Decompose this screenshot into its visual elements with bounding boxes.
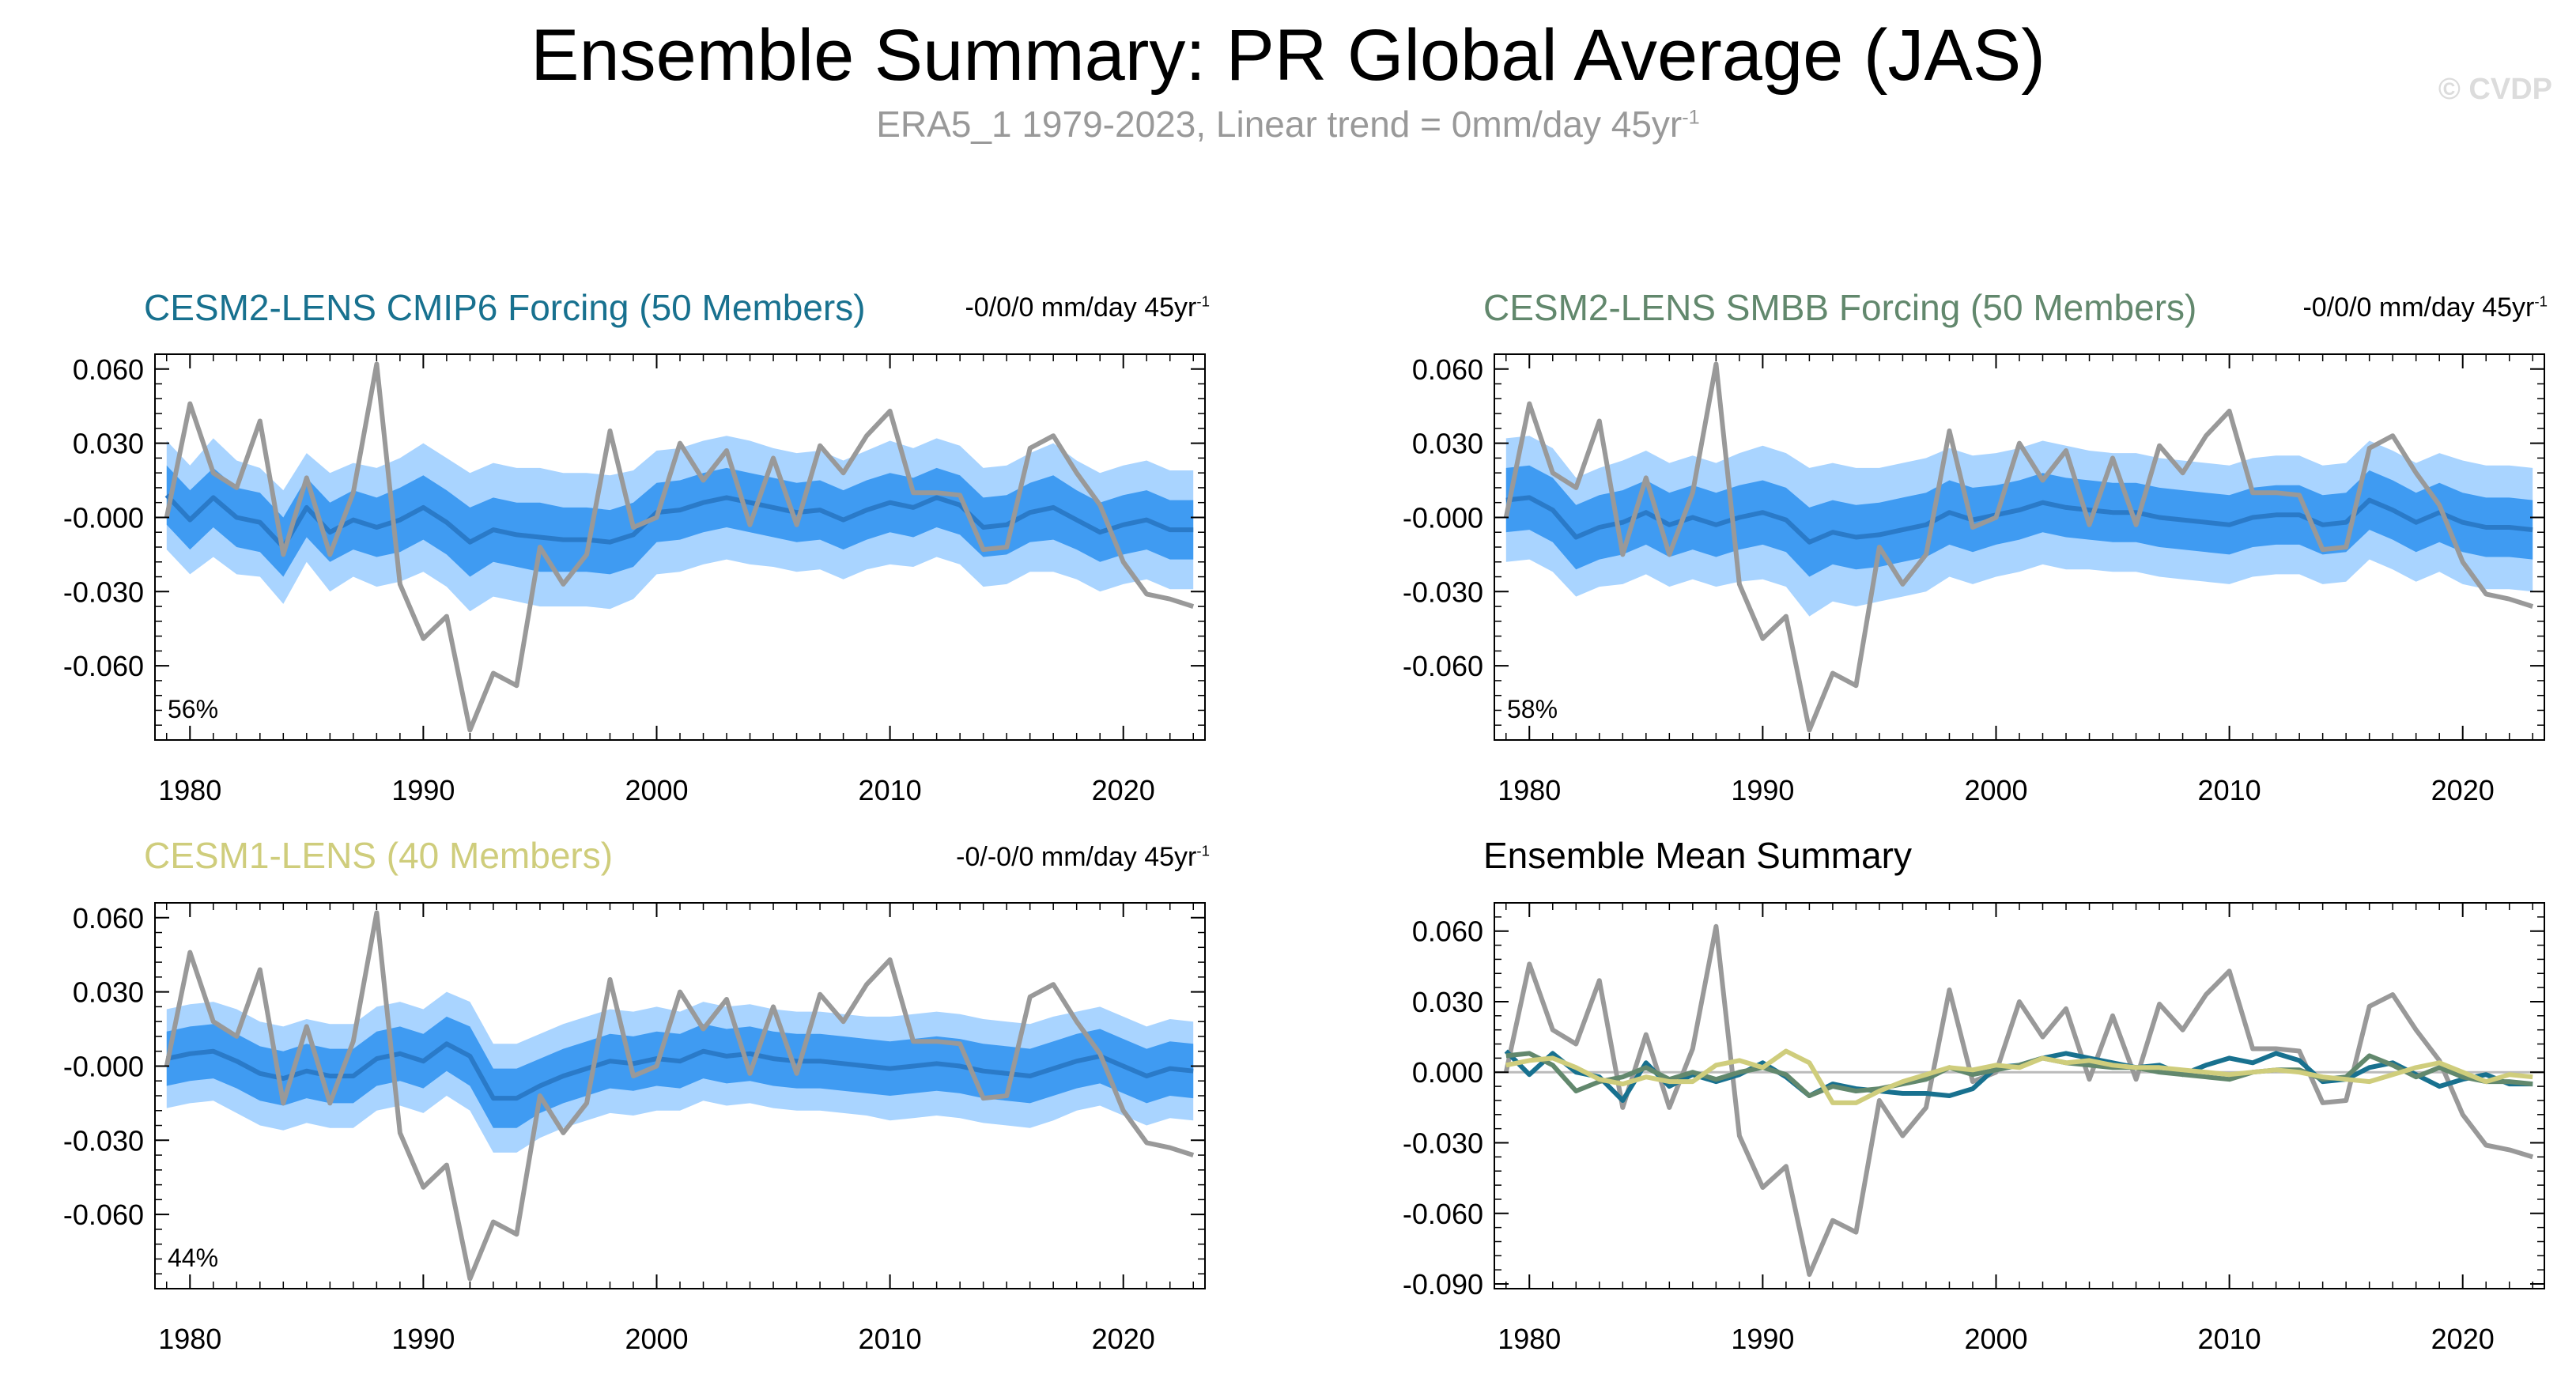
- inner-spread-band: [166, 1016, 1194, 1128]
- y-tick-label: 0.030: [1412, 428, 1483, 460]
- y-tick-label: -0.000: [1403, 501, 1483, 534]
- panel-trend-cesm2-smbb: -0/0/0 mm/day 45yr-1: [2302, 293, 2548, 323]
- y-tick-label: 0.060: [1412, 353, 1483, 386]
- y-tick-label: 0.000: [1412, 1056, 1483, 1089]
- x-tick-label: 2000: [1964, 774, 2027, 806]
- trend-superscript: -1: [1196, 842, 1210, 859]
- percent-label: 58%: [1507, 695, 1558, 723]
- x-tick-label: 2010: [2198, 1323, 2261, 1355]
- watermark: © CVDP: [2438, 73, 2552, 106]
- chart-panel-p1: 56% 0.060 0.030 -0.000 -0.030 -0.060 1980 1990 2…: [63, 353, 1206, 806]
- y-tick-label: -0.060: [63, 1199, 144, 1231]
- x-tick-label: 1990: [1731, 1323, 1794, 1355]
- percent-label: 56%: [168, 695, 218, 723]
- x-tick-label: 2020: [2431, 774, 2495, 806]
- subtitle-superscript: -1: [1682, 106, 1700, 129]
- chart-panel-p4: 0.060 0.030 0.000 -0.030 -0.060 -0.090 1980 199…: [1403, 902, 2545, 1355]
- y-tick-label: -0.030: [63, 576, 144, 608]
- x-tick-label: 2000: [625, 774, 688, 806]
- panel-title-cesm2-smbb: CESM2-LENS SMBB Forcing (50 Members): [1483, 287, 2197, 328]
- x-tick-label: 1980: [158, 774, 221, 806]
- y-tick-label: 0.060: [1412, 916, 1483, 948]
- trend-superscript: -1: [1196, 293, 1210, 310]
- panel-trend-cesm1: -0/-0/0 mm/day 45yr-1: [956, 842, 1210, 873]
- x-tick-label: 1980: [1498, 1323, 1561, 1355]
- panel-title-ensemble-mean: Ensemble Mean Summary: [1483, 835, 1912, 876]
- x-tick-label: 2010: [2198, 774, 2261, 806]
- panel-trend-cesm2-cmip6: -0/0/0 mm/day 45yr-1: [965, 293, 1210, 323]
- panel-title-cesm1: CESM1-LENS (40 Members): [144, 835, 614, 876]
- y-tick-label: -0.030: [1403, 576, 1483, 608]
- x-tick-label: 2000: [1964, 1323, 2027, 1355]
- y-tick-label: -0.000: [63, 501, 144, 534]
- observed-line: [1503, 361, 2534, 733]
- trend-text: -0/0/0 mm/day 45yr: [965, 293, 1197, 323]
- x-tick-label: 2000: [625, 1323, 688, 1355]
- trend-text: -0/-0/0 mm/day 45yr: [956, 842, 1197, 872]
- y-tick-label: 0.030: [73, 428, 144, 460]
- y-tick-label: -0.060: [1403, 650, 1483, 682]
- series-line-observed: [1503, 923, 2534, 1278]
- x-tick-label: 1990: [1731, 774, 1794, 806]
- y-tick-label: -0.060: [1403, 1198, 1483, 1230]
- x-tick-label: 2010: [859, 1323, 922, 1355]
- ensemble-mean-line: [1505, 495, 2533, 545]
- trend-superscript: -1: [2534, 293, 2548, 310]
- y-tick-label: 0.060: [73, 353, 144, 386]
- panel-title-cesm2-cmip6: CESM2-LENS CMIP6 Forcing (50 Members): [144, 287, 866, 328]
- y-tick-label: 0.030: [1412, 986, 1483, 1018]
- trend-text: -0/0/0 mm/day 45yr: [2302, 293, 2535, 323]
- x-tick-label: 1980: [1498, 774, 1561, 806]
- y-tick-label: -0.090: [1403, 1268, 1483, 1301]
- y-tick-label: 0.060: [73, 902, 144, 934]
- subtitle-text: ERA5_1 1979-2023, Linear trend = 0mm/day…: [876, 104, 1683, 145]
- observed-line: [164, 361, 1195, 733]
- y-tick-label: -0.030: [1403, 1127, 1483, 1160]
- page-subtitle: ERA5_1 1979-2023, Linear trend = 0mm/day…: [0, 103, 2576, 145]
- x-tick-label: 2010: [859, 774, 922, 806]
- x-tick-label: 1990: [391, 1323, 455, 1355]
- y-tick-label: -0.030: [63, 1124, 144, 1157]
- observed-line: [164, 910, 1195, 1282]
- series-line-cesm2_smbb: [1505, 1051, 2533, 1098]
- chart-panel-p2: 58% 0.060 0.030 -0.000 -0.030 -0.060 1980 1990 2…: [1403, 353, 2545, 806]
- x-tick-label: 1980: [158, 1323, 221, 1355]
- y-tick-label: -0.000: [63, 1050, 144, 1082]
- chart-panel-p3: 44% 0.060 0.030 -0.000 -0.030 -0.060 1980 1990 2…: [63, 902, 1206, 1355]
- y-tick-label: 0.030: [73, 976, 144, 1009]
- x-tick-label: 1990: [391, 774, 455, 806]
- page-title: Ensemble Summary: PR Global Average (JAS…: [531, 15, 2045, 96]
- x-tick-label: 2020: [2431, 1323, 2495, 1355]
- series-line-cesm1: [1505, 1048, 2533, 1105]
- percent-label: 44%: [168, 1244, 218, 1272]
- x-tick-label: 2020: [1092, 774, 1155, 806]
- x-tick-label: 2020: [1092, 1323, 1155, 1355]
- y-tick-label: -0.060: [63, 650, 144, 682]
- plot-frame: [1494, 902, 2545, 1289]
